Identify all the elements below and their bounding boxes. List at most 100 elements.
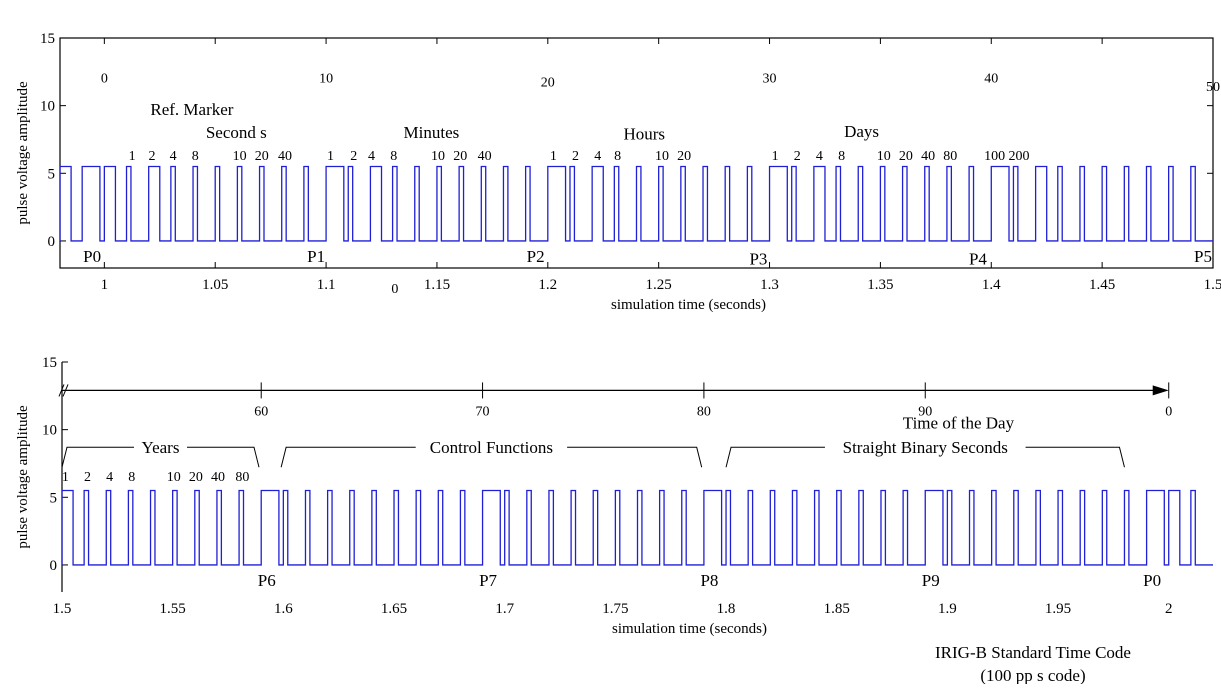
x-tick-label: 1.95 xyxy=(1045,601,1071,617)
bracket-right xyxy=(1025,446,1125,468)
bit-weight-label: 2 xyxy=(149,149,156,164)
bit-weight-label: 20 xyxy=(677,149,691,164)
y-tick-label: 15 xyxy=(42,355,57,371)
x-axis-label: simulation time (seconds) xyxy=(612,621,767,637)
pulse-waveform xyxy=(61,489,1213,566)
second-mark-label: 70 xyxy=(476,404,490,419)
bit-weight-label: 100 xyxy=(984,149,1005,164)
bracket-right xyxy=(186,446,260,468)
x-tick-label: 1.2 xyxy=(538,277,557,293)
bit-weight-label: 10 xyxy=(655,149,669,164)
y-tick-label: 5 xyxy=(50,490,58,506)
position-marker: P6 xyxy=(258,571,276,590)
bit-weight-label: 20 xyxy=(189,470,203,485)
bit-weight-label: 20 xyxy=(453,149,467,164)
position-marker: P9 xyxy=(922,571,940,590)
position-marker: P3 xyxy=(749,250,767,269)
bit-weight-label: 1 xyxy=(772,149,779,164)
axis-break-mark xyxy=(58,384,65,397)
x-tick-label: 1.65 xyxy=(381,601,407,617)
x-tick-label: 1.1 xyxy=(317,277,336,293)
bit-weight-label: 4 xyxy=(106,470,113,485)
group-title: Minutes xyxy=(404,123,460,142)
x-tick-label: 1.8 xyxy=(717,601,736,617)
bit-weight-label: 1 xyxy=(327,149,334,164)
pulse-waveform xyxy=(59,165,1213,242)
second-mark-label: 80 xyxy=(697,404,711,419)
x-tick-label: 1.25 xyxy=(646,277,672,293)
x-tick-label: 1.3 xyxy=(760,277,779,293)
bracket-right xyxy=(567,446,703,468)
x-tick-label: 1.05 xyxy=(202,277,228,293)
bit-weight-label: 4 xyxy=(170,149,177,164)
bit-weight-label: 20 xyxy=(899,149,913,164)
x-tick-label: 1.35 xyxy=(867,277,893,293)
bit-weight-label: 80 xyxy=(943,149,957,164)
bracket-left xyxy=(725,446,825,468)
y-tick-label: 10 xyxy=(40,99,55,115)
y-tick-label: 0 xyxy=(50,558,58,574)
x-tick-label: 1.45 xyxy=(1089,277,1115,293)
bit-weight-label: 8 xyxy=(192,149,199,164)
second-mark-label: 30 xyxy=(763,72,777,87)
group-title: Time of the Day xyxy=(903,413,1015,432)
bit-weight-label: 40 xyxy=(211,470,225,485)
bit-weight-label: 4 xyxy=(368,149,375,164)
group-title: Control Functions xyxy=(430,438,553,457)
position-marker: P5 xyxy=(1194,247,1212,266)
y-tick-label: 5 xyxy=(48,166,56,182)
bit-weight-label: 2 xyxy=(572,149,579,164)
bit-weight-label: 8 xyxy=(390,149,397,164)
bit-weight-label: 10 xyxy=(167,470,181,485)
bit-weight-label: 2 xyxy=(794,149,801,164)
x-tick-label: 1.6 xyxy=(274,601,293,617)
bit-weight-label: 2 xyxy=(84,470,91,485)
bit-weight-label: 40 xyxy=(478,149,492,164)
bit-weight-label: 2 xyxy=(350,149,357,164)
bit-weight-label: 8 xyxy=(614,149,621,164)
x-tick-label: 1.55 xyxy=(160,601,186,617)
second-mark-label: 50 xyxy=(1206,80,1220,95)
bit-weight-label: 4 xyxy=(594,149,601,164)
second-mark-label: 90 xyxy=(918,404,932,419)
bit-weight-label: 20 xyxy=(255,149,269,164)
bit-weight-label: 200 xyxy=(1008,149,1029,164)
below-axis-label: 0 xyxy=(391,282,398,297)
y-axis-label: pulse voltage amplitude xyxy=(15,81,31,225)
x-tick-label: 1.15 xyxy=(424,277,450,293)
position-marker: P7 xyxy=(479,571,497,590)
second-mark-label: 20 xyxy=(541,76,555,91)
bracket-left xyxy=(61,446,134,468)
x-tick-label: 2 xyxy=(1165,601,1173,617)
x-tick-label: 1 xyxy=(101,277,109,293)
bit-weight-label: 10 xyxy=(233,149,247,164)
bit-weight-label: 80 xyxy=(235,470,249,485)
bit-weight-label: 4 xyxy=(816,149,823,164)
position-marker: P8 xyxy=(700,571,718,590)
caption-line-1: IRIG-B Standard Time Code xyxy=(935,643,1131,662)
x-tick-label: 1.9 xyxy=(938,601,957,617)
caption-line-2: (100 pp s code) xyxy=(980,666,1085,684)
y-tick-label: 10 xyxy=(42,423,57,439)
second-mark-label: 0 xyxy=(101,72,108,87)
x-tick-label: 1.7 xyxy=(495,601,514,617)
position-marker: P0 xyxy=(83,247,101,266)
group-title: Ref. Marker xyxy=(150,100,233,119)
bit-weight-label: 40 xyxy=(921,149,935,164)
group-title: Hours xyxy=(623,124,665,143)
position-marker: P2 xyxy=(527,247,545,266)
bit-weight-label: 1 xyxy=(62,470,69,485)
position-marker: P1 xyxy=(307,247,325,266)
bit-weight-label: 8 xyxy=(128,470,135,485)
group-title: Straight Binary Seconds xyxy=(843,438,1008,457)
group-title: Second s xyxy=(206,123,267,142)
x-tick-label: 1.85 xyxy=(824,601,850,617)
y-tick-label: 0 xyxy=(48,234,56,250)
x-tick-label: 1.75 xyxy=(602,601,628,617)
x-tick-label: 1.5 xyxy=(53,601,72,617)
second-mark-label: 0 xyxy=(1165,404,1172,419)
y-tick-label: 15 xyxy=(40,31,55,47)
